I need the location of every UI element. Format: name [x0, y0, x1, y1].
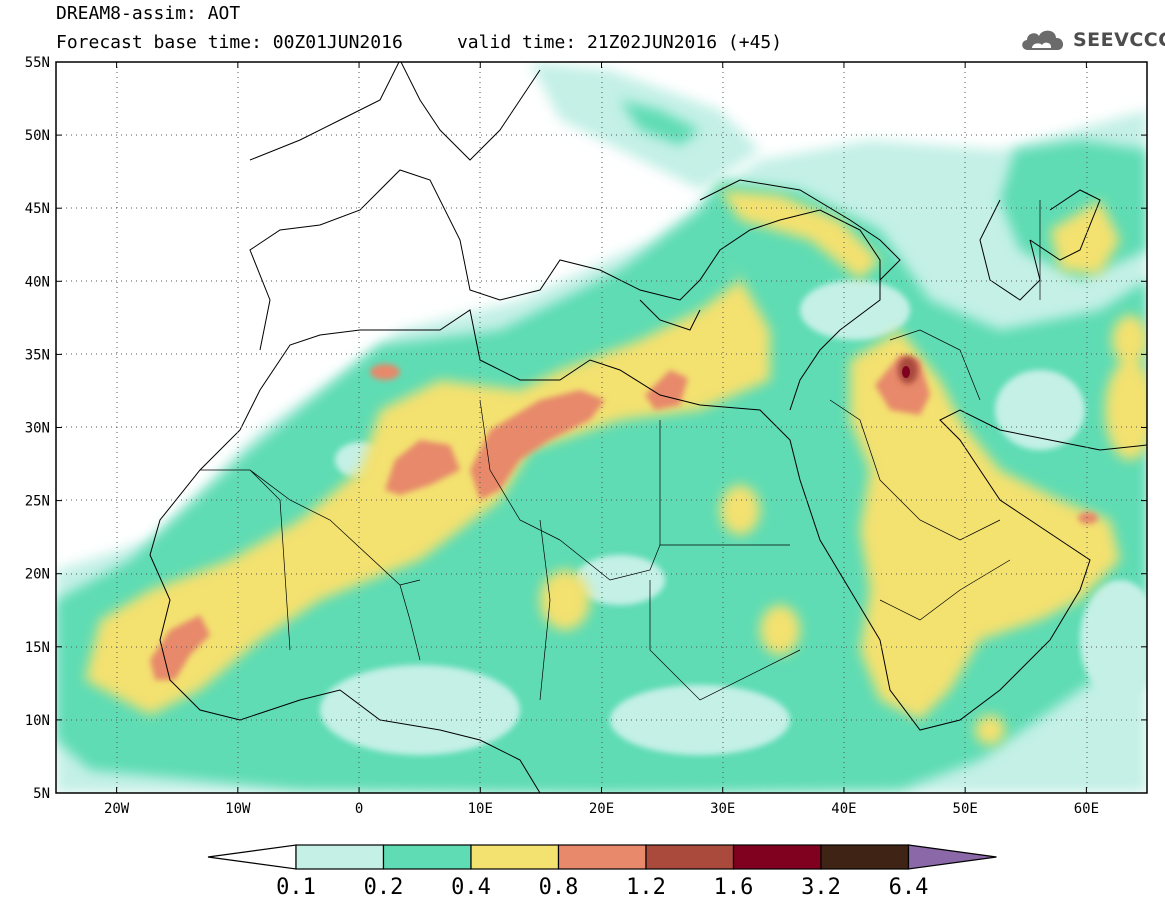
colorbar-labels: 0.1 0.2 0.4 0.8 1.2 1.6 3.2 6.4: [276, 875, 928, 900]
colorbar-box: [645, 844, 735, 870]
axis-ticks: [56, 61, 1147, 794]
colorbar-box: [732, 844, 822, 870]
lat-label: 15N: [25, 640, 50, 656]
lat-label: 25N: [25, 494, 50, 510]
colorbar-box: [295, 844, 385, 870]
seevccc-logo: SEEVCCC: [1018, 22, 1165, 58]
colorbar: [207, 844, 997, 870]
lon-label: 60E: [1074, 801, 1099, 817]
colorbar-box: [382, 844, 472, 870]
colorbar-under-triangle: [207, 844, 297, 870]
latitude-labels: 55N 50N 45N 40N 35N 30N 25N 20N 15N 10N 5N: [25, 55, 50, 802]
colorbar-level-label: 1.2: [626, 875, 666, 900]
lon-label: 40E: [831, 801, 856, 817]
country-borders: [200, 200, 1041, 701]
colorbar-box: [820, 844, 910, 870]
lat-label: 35N: [25, 347, 50, 363]
lon-label: 20E: [589, 801, 614, 817]
aot-level-0.4: [85, 190, 1147, 745]
forecast-time-line: Forecast base time: 00Z01JUN2016 valid t…: [56, 32, 783, 53]
longitude-labels: 20W 10W 0 10E 20E 30E 40E 50E 60E: [104, 801, 1099, 817]
lon-label: 10W: [225, 801, 251, 817]
colorbar-level-label: 6.4: [889, 875, 929, 900]
aot-level-1.6: [902, 366, 910, 378]
lat-label: 40N: [25, 274, 50, 290]
cloud-icon: [1022, 30, 1064, 50]
colorbar-level-label: 0.1: [276, 875, 316, 900]
colorbar-level-label: 0.4: [451, 875, 491, 900]
lon-label: 10E: [468, 801, 493, 817]
lon-label: 50E: [953, 801, 978, 817]
coastlines: [149, 62, 1147, 793]
colorbar-level-label: 3.2: [801, 875, 841, 900]
lat-label: 10N: [25, 713, 50, 729]
lon-label: 0: [355, 801, 363, 817]
map-title: DREAM8-assim: AOT: [56, 3, 241, 24]
colorbar-over-triangle: [907, 844, 997, 870]
lon-label: 20W: [104, 801, 130, 817]
lat-label: 5N: [33, 786, 50, 802]
lat-label: 50N: [25, 128, 50, 144]
colorbar-level-label: 1.6: [714, 875, 754, 900]
logo-text: SEEVCCC: [1073, 29, 1165, 51]
colorbar-level-label: 0.2: [364, 875, 404, 900]
aot-field: [56, 62, 1147, 793]
lat-label: 20N: [25, 567, 50, 583]
lat-label: 30N: [25, 421, 50, 437]
graticule: [56, 62, 1147, 793]
lon-label: 30E: [710, 801, 735, 817]
colorbar-box: [470, 844, 560, 870]
lat-label: 55N: [25, 55, 50, 71]
lat-label: 45N: [25, 201, 50, 217]
colorbar-level-label: 0.8: [539, 875, 579, 900]
aot-low-patches: [320, 280, 1147, 755]
colorbar-box: [557, 844, 647, 870]
